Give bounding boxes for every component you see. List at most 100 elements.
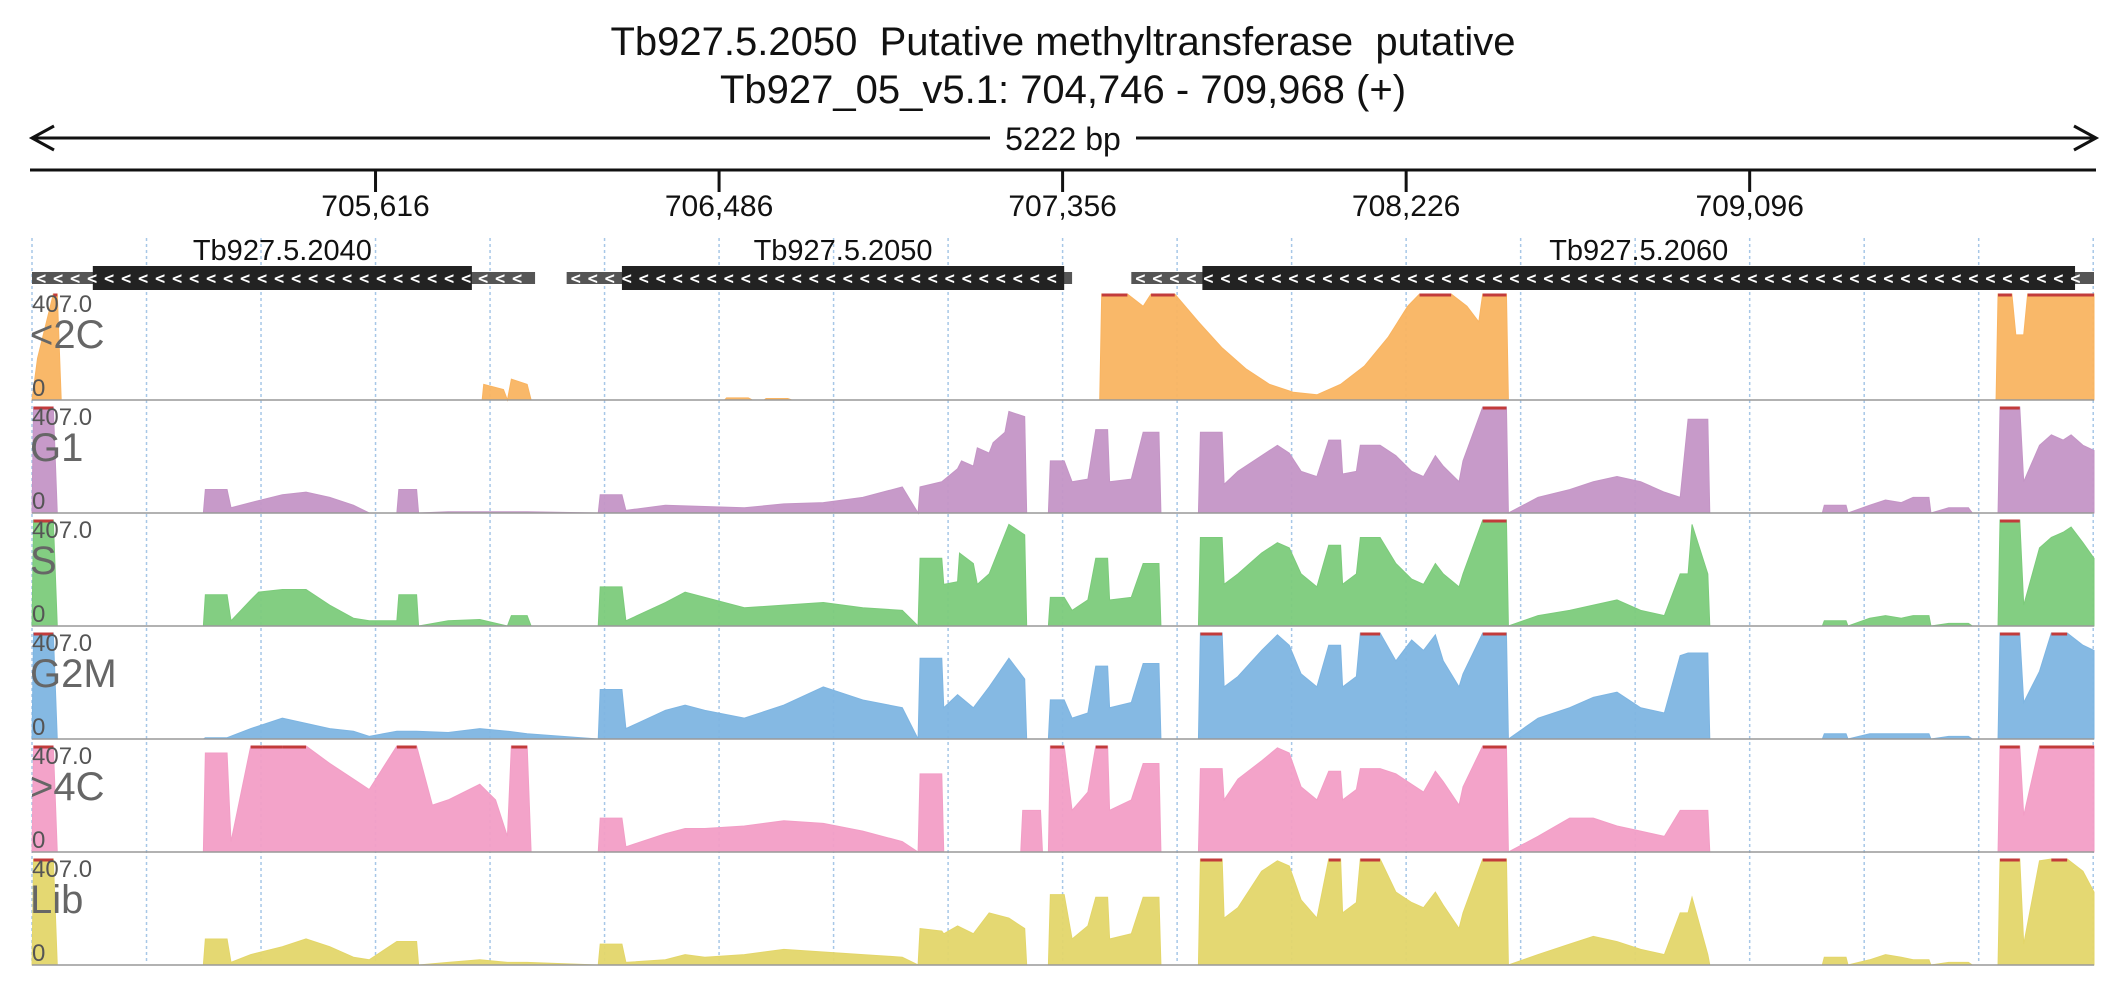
strand-chevron: < [1492, 269, 1502, 289]
track-max-label: 407.0 [32, 856, 92, 883]
strand-chevron: < [1458, 269, 1468, 289]
strand-chevron: < [1917, 269, 1927, 289]
strand-chevron: < [1628, 269, 1638, 289]
track-min-label: 0 [32, 827, 45, 854]
strand-chevron: < [758, 269, 768, 289]
strand-chevron: < [461, 269, 471, 289]
strand-chevron: < [1713, 269, 1723, 289]
gene-model[interactable]: < < < < < < < < < < < < < < < < < < < < < < < < < < < < < < < < < < < < < < < <… [1131, 235, 2094, 290]
strand-chevron: < [1934, 269, 1944, 289]
strand-chevron: < [1781, 269, 1791, 289]
ruler: 5222 bp 705,616 706,486 707,356 708,226 709,… [28, 120, 2100, 223]
strand-chevron: < [1271, 269, 1281, 289]
strand-chevron: < [155, 269, 165, 289]
track-max-label: 407.0 [32, 291, 92, 318]
track-min-label: 0 [32, 601, 45, 628]
track-min-label: 0 [32, 714, 45, 741]
span-label: 5222 bp [1005, 121, 1121, 157]
strand-chevron: < [979, 269, 989, 289]
strand-chevron: < [359, 269, 369, 289]
ruler-tick-label: 707,356 [1008, 190, 1116, 223]
strand-chevron: < [843, 269, 853, 289]
track-label: <2C [30, 313, 105, 357]
track-max-label: 407.0 [32, 743, 92, 770]
strand-chevron: < [1679, 269, 1689, 289]
strand-chevron: < [1543, 269, 1553, 289]
track-label: >4C [30, 765, 105, 809]
strand-chevron: < [410, 269, 420, 289]
ruler-tick-label: 709,096 [1695, 190, 1803, 223]
strand-chevron: < [512, 269, 522, 289]
title-block: Tb927.5.2050 Putative methyltransferase … [0, 18, 2126, 114]
strand-chevron: < [1594, 269, 1604, 289]
strand-chevron: < [2019, 269, 2029, 289]
strand-chevron: < [1900, 269, 1910, 289]
gene-model[interactable]: < < < < < < < < < < < < < < < < < < < < < < < < < < < < <Tb927.5.204… [32, 235, 536, 290]
strand-chevron: < [1288, 269, 1298, 289]
strand-chevron: < [1424, 269, 1434, 289]
strand-chevron: < [189, 269, 199, 289]
strand-chevron: < [1186, 269, 1196, 289]
strand-chevron: < [639, 269, 649, 289]
track-max-label: 407.0 [32, 404, 92, 431]
strand-chevron: < [1237, 269, 1247, 289]
strand-chevron: < [1764, 269, 1774, 289]
strand-chevron: < [138, 269, 148, 289]
strand-chevron: < [1662, 269, 1672, 289]
strand-chevron: < [962, 269, 972, 289]
track-min-label: 0 [32, 488, 45, 515]
coverage-track: 407.0 0 <2C [30, 291, 2095, 402]
strand-chevron: < [1747, 269, 1757, 289]
ruler-tick-label: 705,616 [321, 190, 429, 223]
track-label: Lib [30, 878, 83, 922]
ruler-tick-label: 706,486 [665, 190, 773, 223]
strand-chevron: < [860, 269, 870, 289]
strand-chevron: < [1475, 269, 1485, 289]
track-label: G2M [30, 652, 117, 696]
strand-chevron: < [1220, 269, 1230, 289]
strand-chevron: < [1509, 269, 1519, 289]
strand-chevron: < [291, 269, 301, 289]
strand-chevron: < [1526, 269, 1536, 289]
strand-chevron: < [571, 269, 581, 289]
strand-chevron: < [656, 269, 666, 289]
gene-label: Tb927.5.2050 [754, 235, 933, 267]
strand-chevron: < [87, 269, 97, 289]
strand-chevron: < [1373, 269, 1383, 289]
strand-chevron: < [1305, 269, 1315, 289]
strand-chevron: < [1883, 269, 1893, 289]
strand-chevron: < [1951, 269, 1961, 289]
strand-chevron: < [1645, 269, 1655, 289]
strand-chevron: < [1866, 269, 1876, 289]
track-min-label: 0 [32, 940, 45, 967]
strand-chevron: < [342, 269, 352, 289]
strand-chevron: < [2053, 269, 2063, 289]
strand-chevron: < [928, 269, 938, 289]
gene-cds [1202, 266, 2076, 290]
strand-chevron: < [172, 269, 182, 289]
gene-track: < < < < < < < < < < < < < < < < < < < < < < < < < < < < <Tb927.5.204… [32, 235, 2094, 290]
track-max-label: 407.0 [32, 630, 92, 657]
strand-chevron: < [478, 269, 488, 289]
gene-cds [621, 266, 1065, 290]
gene-label: Tb927.5.2060 [1549, 235, 1728, 267]
strand-chevron: < [877, 269, 887, 289]
strand-chevron: < [2036, 269, 2046, 289]
coverage-track: 407.0 0 S [30, 517, 2095, 628]
strand-chevron: < [1013, 269, 1023, 289]
strand-chevron: < [775, 269, 785, 289]
strand-chevron: < [427, 269, 437, 289]
ruler-tick-label: 708,226 [1352, 190, 1460, 223]
gene-model[interactable]: < < < < < < < < < < < < < < < < < < < < < < < < < < < < <Tb927.5.205… [566, 235, 1073, 290]
strand-chevron: < [325, 269, 335, 289]
span-arrow-left-head [28, 124, 55, 152]
strand-chevron: < [792, 269, 802, 289]
ruler-ticks: 705,616 706,486 707,356 708,226 709,096 [321, 170, 1804, 223]
strand-chevron: < [622, 269, 632, 289]
coverage-area [31, 745, 2095, 853]
strand-chevron: < [104, 269, 114, 289]
strand-chevron: < [1203, 269, 1213, 289]
strand-chevron: < [1611, 269, 1621, 289]
strand-chevron: < [1339, 269, 1349, 289]
coverage-track: 407.0 0 G2M [30, 630, 2095, 741]
